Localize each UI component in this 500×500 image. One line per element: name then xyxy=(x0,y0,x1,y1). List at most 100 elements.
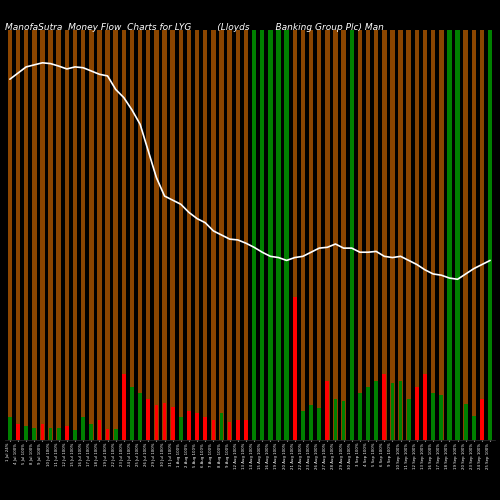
Bar xyxy=(350,30,354,440)
Bar xyxy=(146,30,150,440)
Bar xyxy=(334,399,338,440)
Bar xyxy=(382,30,386,440)
Bar xyxy=(211,30,216,440)
Bar xyxy=(178,30,183,440)
Bar xyxy=(447,30,452,440)
Bar xyxy=(464,404,468,440)
Bar xyxy=(204,418,207,440)
Bar xyxy=(318,408,321,440)
Bar xyxy=(186,30,191,440)
Bar xyxy=(57,428,60,440)
Bar xyxy=(130,30,134,440)
Bar xyxy=(293,296,296,440)
Bar xyxy=(472,30,476,440)
Bar xyxy=(98,420,101,440)
Bar xyxy=(244,30,248,440)
Bar xyxy=(56,30,61,440)
Bar xyxy=(122,374,126,440)
Bar xyxy=(106,428,110,440)
Bar xyxy=(333,30,338,440)
Bar xyxy=(464,30,468,440)
Bar xyxy=(89,30,94,440)
Bar xyxy=(317,30,322,440)
Bar xyxy=(300,30,305,440)
Bar xyxy=(170,30,175,440)
Bar xyxy=(284,30,289,440)
Bar xyxy=(456,30,460,440)
Bar xyxy=(65,426,68,440)
Bar xyxy=(64,30,69,440)
Bar xyxy=(260,30,264,440)
Bar xyxy=(228,422,232,440)
Bar xyxy=(480,30,484,440)
Bar xyxy=(366,386,370,440)
Bar xyxy=(472,416,476,440)
Bar xyxy=(350,30,354,440)
Bar xyxy=(415,386,418,440)
Bar xyxy=(326,380,329,440)
Bar xyxy=(81,30,86,440)
Bar xyxy=(439,30,444,440)
Bar xyxy=(390,384,394,440)
Bar xyxy=(24,426,28,440)
Bar xyxy=(40,30,44,440)
Bar xyxy=(252,30,256,440)
Bar xyxy=(406,30,411,440)
Bar xyxy=(122,30,126,440)
Bar xyxy=(423,374,427,440)
Bar xyxy=(374,380,378,440)
Bar xyxy=(162,30,167,440)
Bar xyxy=(138,30,142,440)
Bar xyxy=(146,399,150,440)
Bar xyxy=(162,403,166,440)
Bar xyxy=(398,30,403,440)
Bar xyxy=(431,30,436,440)
Bar xyxy=(203,30,207,440)
Bar xyxy=(171,407,174,440)
Bar xyxy=(196,414,199,440)
Bar xyxy=(187,412,191,440)
Bar xyxy=(440,395,443,440)
Bar xyxy=(407,399,410,440)
Bar xyxy=(252,30,256,440)
Bar xyxy=(342,30,346,440)
Bar xyxy=(106,30,110,440)
Bar xyxy=(90,424,93,440)
Bar xyxy=(260,30,264,440)
Bar xyxy=(301,412,304,440)
Bar xyxy=(488,30,492,440)
Bar xyxy=(432,393,435,440)
Bar xyxy=(398,380,402,440)
Bar xyxy=(8,30,12,440)
Bar xyxy=(154,405,158,440)
Bar xyxy=(423,30,427,440)
Bar xyxy=(114,428,117,440)
Bar xyxy=(138,393,142,440)
Bar xyxy=(16,424,20,440)
Bar xyxy=(268,30,272,440)
Bar xyxy=(276,30,280,440)
Bar xyxy=(40,424,44,440)
Bar xyxy=(325,30,330,440)
Bar xyxy=(32,30,36,440)
Bar xyxy=(114,30,118,440)
Bar xyxy=(390,30,394,440)
Bar xyxy=(130,386,134,440)
Bar xyxy=(16,30,20,440)
Bar xyxy=(309,30,314,440)
Bar xyxy=(456,30,460,440)
Bar xyxy=(48,428,52,440)
Bar xyxy=(284,30,289,440)
Bar xyxy=(447,30,452,440)
Bar xyxy=(220,414,224,440)
Bar xyxy=(82,418,85,440)
Bar xyxy=(73,430,77,440)
Bar xyxy=(24,30,28,440)
Bar xyxy=(366,30,370,440)
Bar xyxy=(179,418,182,440)
Bar xyxy=(228,30,232,440)
Bar xyxy=(48,30,53,440)
Text: ManofaSutra  Money Flow  Charts for LYG         (Lloyds         Banking Group Pl: ManofaSutra Money Flow Charts for LYG (L… xyxy=(5,22,384,32)
Bar xyxy=(32,428,36,440)
Bar xyxy=(480,399,484,440)
